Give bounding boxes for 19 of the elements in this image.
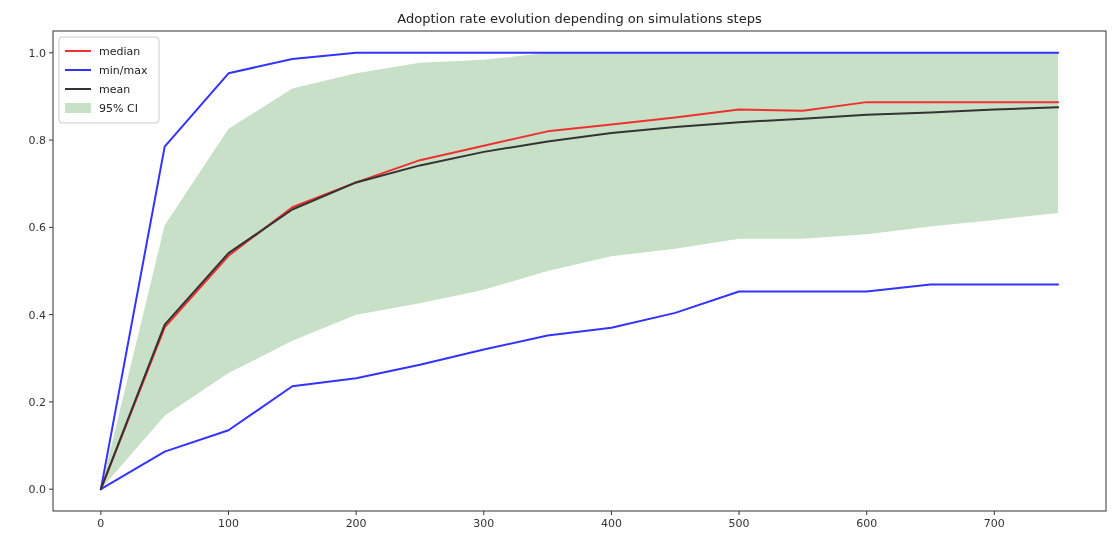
x-tick-label: 400 (600, 517, 622, 530)
y-tick-label: 1.0 (28, 46, 46, 60)
y-tick-label: 0.6 (28, 221, 46, 235)
y-tick-label: 0.8 (28, 134, 46, 148)
y-tick-label: 0.0 (28, 483, 46, 497)
legend-label: median (99, 45, 141, 58)
x-tick-label: 200 (345, 517, 367, 530)
chart-title: Adoption rate evolution depending on simulations steps (397, 11, 762, 26)
x-tick-label: 500 (728, 517, 750, 530)
x-tick-label: 100 (218, 517, 239, 530)
y-tick-label: 0.4 (28, 308, 46, 322)
legend-label: mean (99, 83, 131, 96)
legend-label: min/max (99, 64, 148, 77)
x-tick-label: 300 (473, 517, 495, 530)
y-tick-label: 0.2 (28, 395, 46, 409)
x-tick-label: 700 (983, 517, 1005, 530)
x-tick-label: 600 (856, 517, 878, 530)
x-tick-label: 0 (97, 517, 105, 530)
annotation: 95% CI (99, 102, 138, 115)
